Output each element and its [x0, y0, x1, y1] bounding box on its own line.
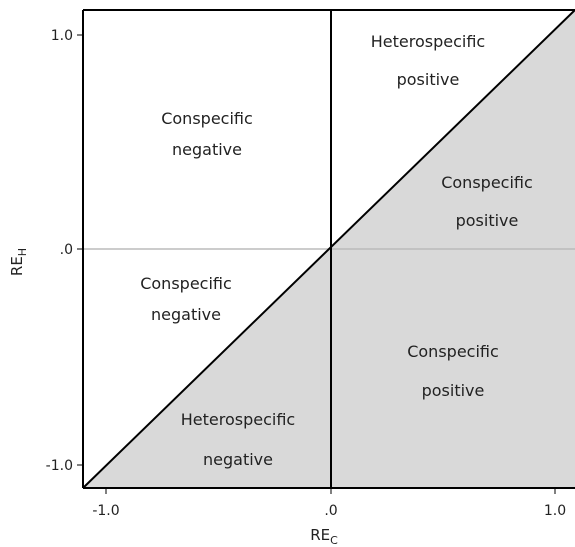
region-right-upper-line2: positive	[456, 211, 519, 230]
region-bottom-right-line1: Conspecific	[407, 342, 499, 361]
x-axis-title: REC	[310, 526, 338, 547]
region-top-right-line1: Heterospecific	[371, 32, 485, 51]
region-top-left-line2: negative	[172, 140, 242, 159]
region-right-upper-line1: Conspecific	[441, 173, 533, 192]
y-axis-title-subscript: H	[16, 248, 29, 256]
region-bottom-right-line2: positive	[422, 381, 485, 400]
x-axis-title-main: RE	[310, 526, 330, 544]
y-tick-label-middle: .0	[60, 242, 73, 258]
x-tick-label-middle: .0	[324, 503, 337, 519]
diagonal-line	[82, 9, 575, 489]
region-left-lower-line2: negative	[151, 305, 221, 324]
region-bottom-left-line2: negative	[203, 450, 273, 469]
region-left-lower-line1: Conspecific	[140, 274, 232, 293]
region-bottom-left-line1: Heterospecific	[181, 410, 295, 429]
x-tick-label-left: -1.0	[92, 503, 119, 519]
y-tick-label-bottom: -1.0	[46, 458, 73, 474]
x-tick-label-right: 1.0	[544, 503, 566, 519]
region-top-left-line1: Conspecific	[161, 109, 253, 128]
y-axis-title-main: RE	[8, 256, 26, 276]
y-axis-title: REH	[8, 248, 29, 276]
region-top-right-line2: positive	[397, 70, 460, 89]
y-tick-label-top: 1.0	[51, 28, 73, 44]
x-axis-title-subscript: C	[330, 534, 338, 547]
